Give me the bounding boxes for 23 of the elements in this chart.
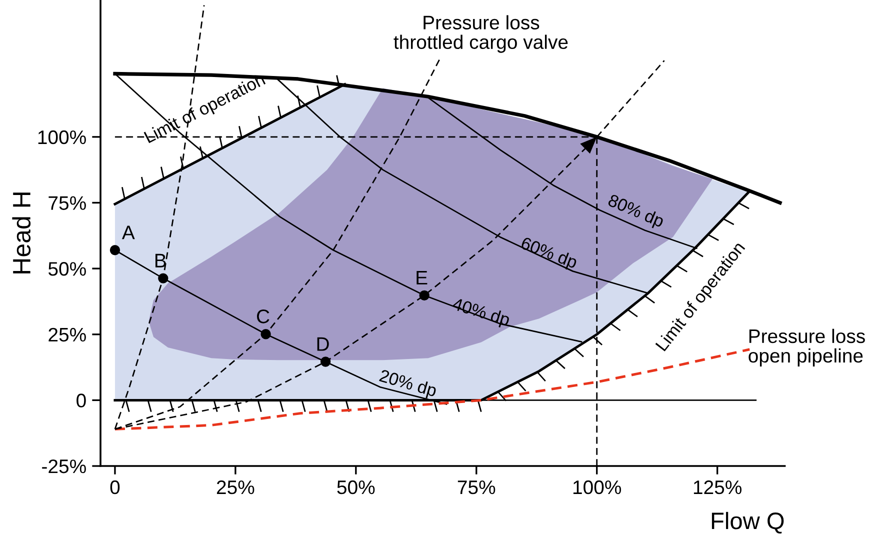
annotation: D xyxy=(317,337,329,351)
annotation: B xyxy=(155,254,166,268)
annotation: Pressure loss throttled cargo valve xyxy=(394,15,568,53)
x-tick-label: 100% xyxy=(573,480,622,494)
annotation: A xyxy=(122,226,135,240)
y-tick-label: 50% xyxy=(48,262,86,276)
x-tick-label: 25% xyxy=(216,480,254,494)
y-tick-label: 25% xyxy=(48,328,86,342)
x-tick-label: 50% xyxy=(337,480,375,494)
y-axis-title: Head H xyxy=(12,192,31,274)
y-tick-label: 75% xyxy=(48,196,86,210)
x-tick-label: 0 xyxy=(110,480,120,494)
annotation: C xyxy=(256,310,270,324)
x-axis-title: Flow Q xyxy=(712,512,784,534)
x-tick-label: 125% xyxy=(694,480,742,494)
y-tick-label: 0 xyxy=(76,394,86,408)
annotation: Pressure loss open pipeline xyxy=(748,328,865,366)
annotation: E xyxy=(416,271,428,284)
y-tick-label: 100% xyxy=(38,130,86,144)
y-tick-label: -25% xyxy=(42,459,86,474)
x-tick-label: 75% xyxy=(458,480,496,494)
annotation: 20% dp xyxy=(378,368,438,400)
annotation: 80% dp xyxy=(606,193,666,231)
